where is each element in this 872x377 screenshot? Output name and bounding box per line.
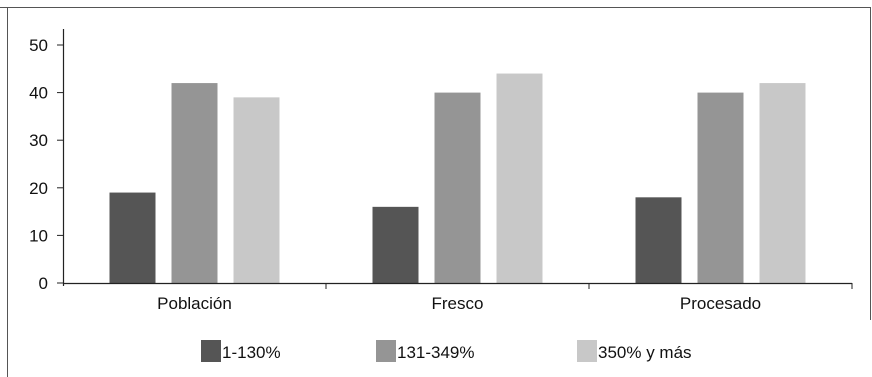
bar-1-3 <box>635 197 682 283</box>
y-tick-label: 0 <box>39 274 48 293</box>
legend-label-2: 131-349% <box>397 343 475 362</box>
y-tick-label: 20 <box>29 179 48 198</box>
bar-3-2 <box>496 73 543 283</box>
bar-2-1 <box>171 83 218 283</box>
legend-swatch-3 <box>577 340 597 362</box>
category-label: Fresco <box>432 294 484 313</box>
y-tick-label: 40 <box>29 84 48 103</box>
bar-1-1 <box>109 192 156 283</box>
legend-swatch-1 <box>201 340 221 362</box>
y-tick-label: 10 <box>29 226 48 245</box>
legend-swatch-2 <box>376 340 396 362</box>
category-label: Procesado <box>680 294 761 313</box>
bar-2-3 <box>697 92 744 283</box>
bar-3-1 <box>233 97 280 283</box>
bar-1-2 <box>372 206 419 283</box>
legend-label-1: 1-130% <box>222 343 281 362</box>
legend-label-3: 350% y más <box>598 343 692 362</box>
y-tick-label: 30 <box>29 131 48 150</box>
bar-2-2 <box>434 92 481 283</box>
bar-3-3 <box>759 83 806 283</box>
category-label: Población <box>157 294 232 313</box>
y-tick-label: 50 <box>29 36 48 55</box>
